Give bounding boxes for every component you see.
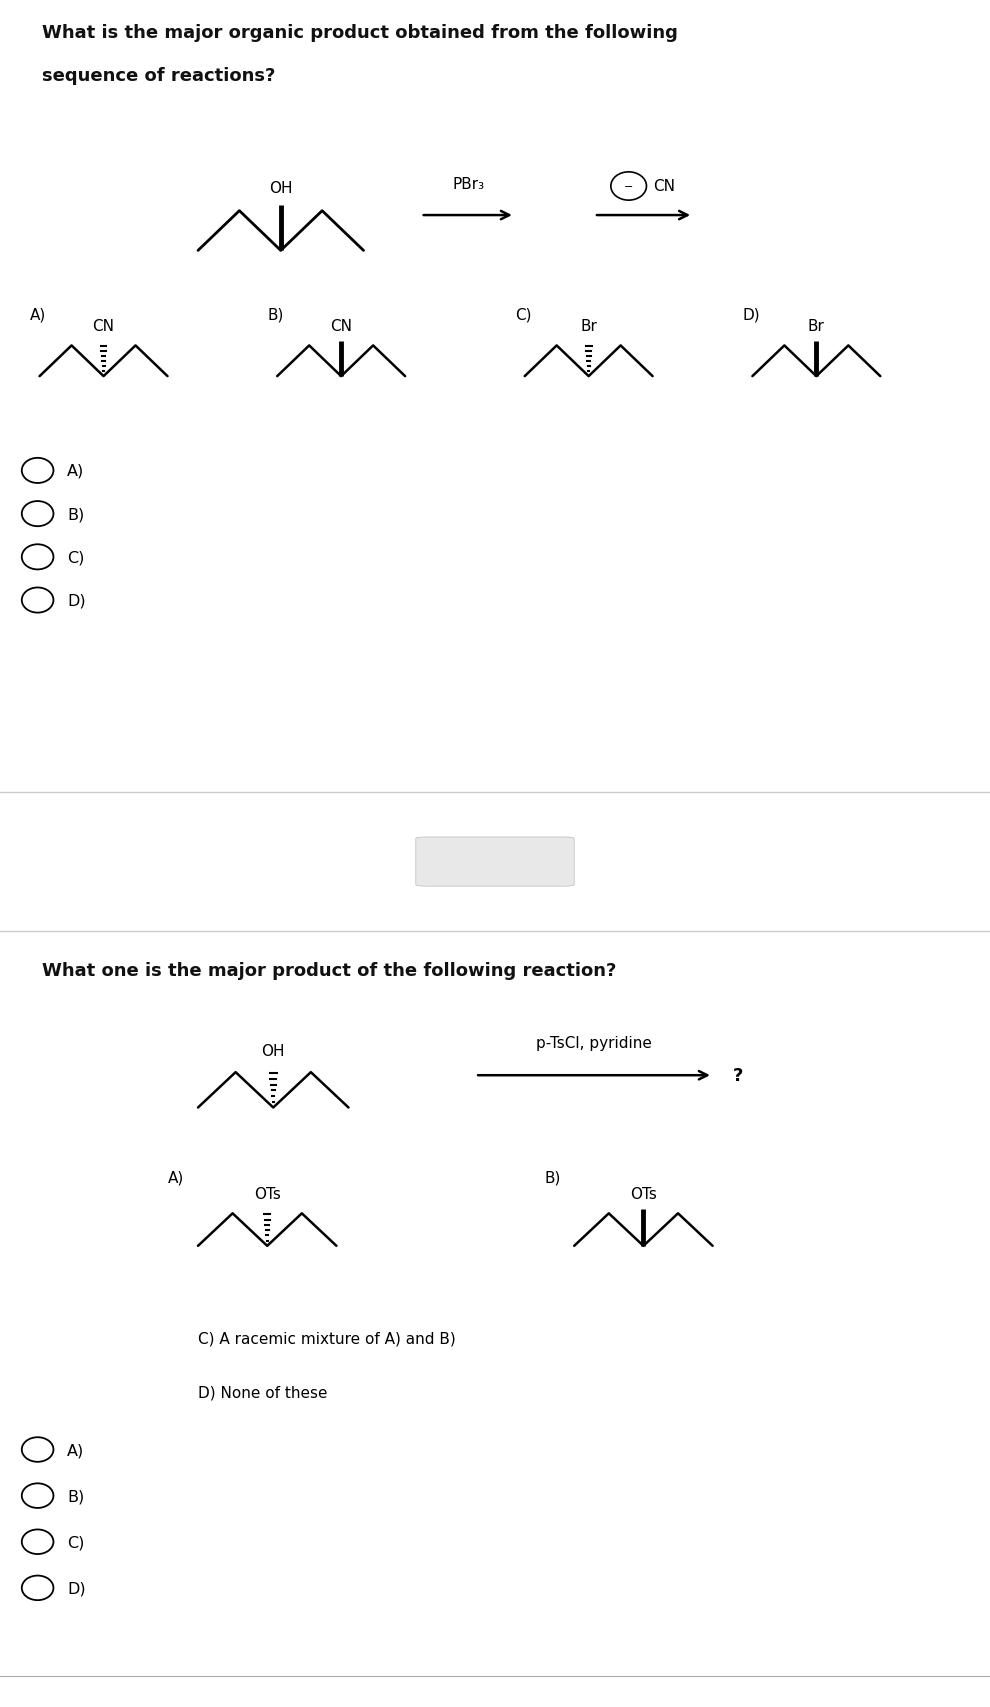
Text: C): C) [67, 1535, 85, 1550]
Text: OH: OH [269, 181, 292, 196]
Text: D): D) [742, 307, 760, 323]
Text: D) None of these: D) None of these [198, 1384, 328, 1400]
Text: A): A) [30, 307, 46, 323]
Text: B): B) [544, 1169, 561, 1185]
Text: What is the major organic product obtained from the following: What is the major organic product obtain… [42, 24, 677, 41]
Text: OH: OH [261, 1043, 285, 1058]
Text: OTs: OTs [253, 1186, 280, 1202]
Text: A): A) [67, 1442, 84, 1458]
Text: CN: CN [330, 319, 352, 335]
Text: CN: CN [92, 319, 115, 335]
FancyBboxPatch shape [416, 838, 574, 886]
Text: C) A racemic mixture of A) and B): C) A racemic mixture of A) and B) [198, 1331, 455, 1345]
Text: D): D) [67, 1581, 86, 1596]
Text: B): B) [67, 1489, 84, 1504]
Text: B): B) [267, 307, 284, 323]
Text: CN: CN [653, 179, 675, 195]
Text: −: − [624, 183, 634, 191]
Text: C): C) [515, 307, 532, 323]
Text: Br: Br [808, 319, 825, 335]
Text: Br: Br [580, 319, 597, 335]
Text: PBr₃: PBr₃ [452, 178, 484, 193]
Text: OTs: OTs [630, 1186, 656, 1202]
Text: What one is the major product of the following reaction?: What one is the major product of the fol… [42, 961, 616, 980]
Text: A): A) [168, 1169, 184, 1185]
Text: ?: ? [733, 1067, 742, 1084]
Text: D): D) [67, 594, 86, 608]
Text: A): A) [67, 464, 84, 478]
Text: C): C) [67, 550, 85, 565]
Text: B): B) [67, 507, 84, 522]
Text: sequence of reactions?: sequence of reactions? [42, 67, 275, 85]
Text: p-TsCl, pyridine: p-TsCl, pyridine [536, 1034, 652, 1050]
